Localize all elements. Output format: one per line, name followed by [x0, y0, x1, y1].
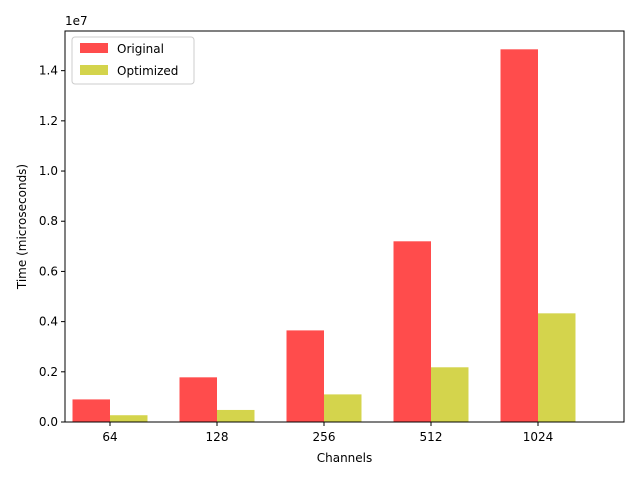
x-tick-label: 128 — [206, 430, 229, 444]
legend-label-optimized: Optimized — [117, 64, 178, 78]
y-axis-label: Time (microseconds) — [15, 164, 29, 290]
legend-swatch-optimized — [80, 65, 108, 75]
x-tick-label: 512 — [420, 430, 443, 444]
y-tick-label: 0.4 — [39, 315, 58, 329]
bar-original-64 — [72, 399, 110, 422]
bar-original-1024 — [500, 49, 538, 422]
x-tick-label: 256 — [313, 430, 336, 444]
x-tick-label: 64 — [102, 430, 117, 444]
bar-optimized-128 — [217, 409, 255, 422]
legend: Original Optimized — [71, 36, 195, 85]
y-tick-label: 0.0 — [39, 415, 58, 429]
bar-optimized-512 — [431, 367, 469, 422]
x-axis-label: Channels — [317, 451, 373, 465]
bar-original-128 — [179, 377, 217, 422]
y-tick-label: 1.4 — [39, 64, 58, 78]
y-tick-label: 0.8 — [39, 214, 58, 228]
legend-label-original: Original — [117, 42, 164, 56]
y-tick-label: 0.6 — [39, 264, 58, 278]
y-tick-label: 0.2 — [39, 365, 58, 379]
bar-optimized-64 — [110, 415, 148, 422]
x-tick-label: 1024 — [523, 430, 554, 444]
y-axis-scale-label: 1e7 — [65, 14, 88, 28]
bar-original-512 — [393, 241, 431, 422]
y-axis-ticks: 0.0 0.2 0.4 0.6 0.8 1.0 1.2 1.4 — [39, 64, 65, 429]
x-axis-ticks: 64 128 256 512 1024 — [102, 422, 553, 444]
bar-original-256 — [286, 330, 324, 422]
bar-optimized-256 — [324, 394, 362, 422]
axes-frame — [64, 30, 625, 423]
bar-optimized-1024 — [538, 313, 576, 422]
y-tick-label: 1.2 — [39, 114, 58, 128]
legend-swatch-original — [80, 43, 108, 53]
y-tick-label: 1.0 — [39, 164, 58, 178]
bars-layer — [72, 49, 576, 422]
